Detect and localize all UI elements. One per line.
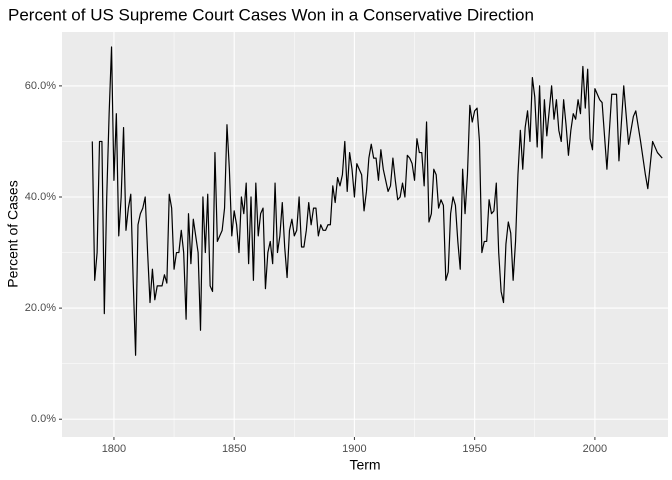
grid: [62, 32, 668, 437]
x-tick-label: 1950: [462, 443, 486, 455]
data-line: [91, 46, 663, 356]
x-tick-label: 2000: [583, 443, 607, 455]
x-tick-label: 1800: [102, 443, 126, 455]
y-tick-label: 20.0%: [25, 302, 56, 314]
chart-title: Percent of US Supreme Court Cases Won in…: [8, 5, 534, 24]
y-tick-label: 0.0%: [31, 413, 56, 425]
x-axis-label: Term: [349, 457, 380, 473]
y-axis-label: Percent of Cases: [5, 180, 21, 287]
x-tick-label: 1850: [222, 443, 246, 455]
y-tick-label: 60.0%: [25, 80, 56, 92]
panel: [62, 32, 668, 437]
x-tick-label: 1900: [342, 443, 366, 455]
y-tick-label: 40.0%: [25, 191, 56, 203]
